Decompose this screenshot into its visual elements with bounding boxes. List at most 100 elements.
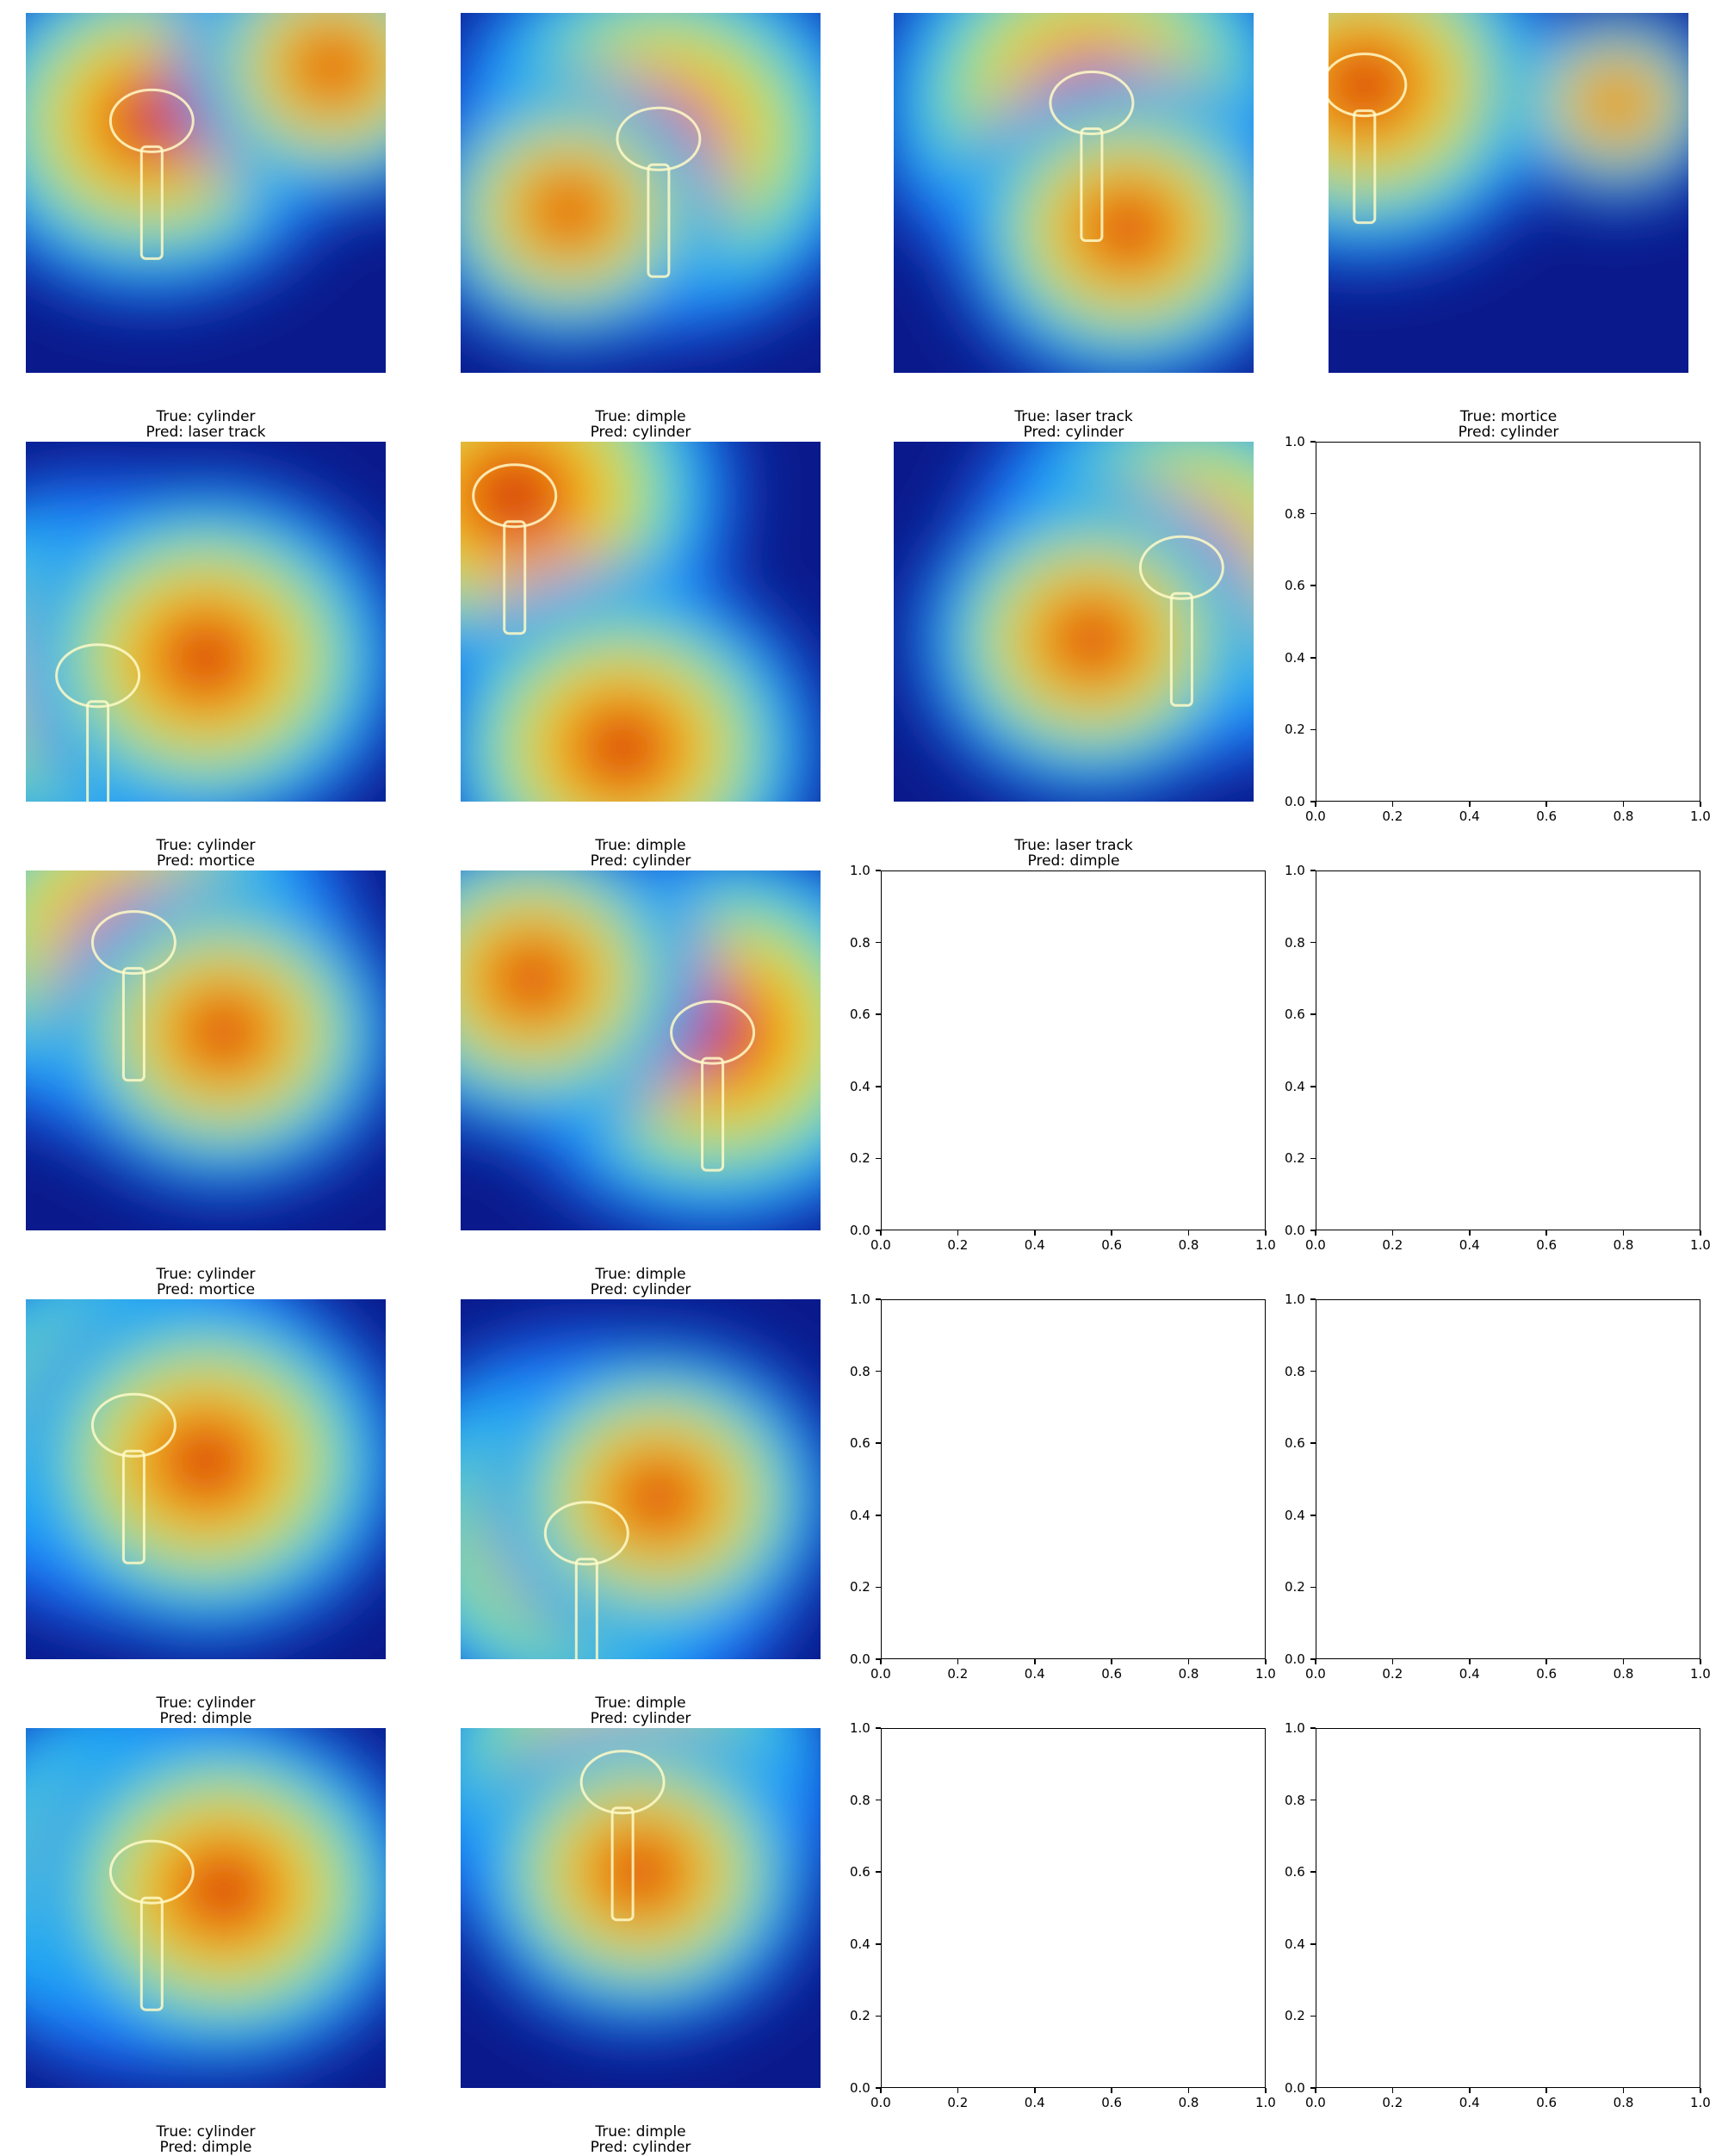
x-tick-mark <box>957 2088 959 2093</box>
heatmap-svg <box>26 13 386 373</box>
heatmap-image <box>26 870 386 1230</box>
y-tick-label: 1.0 <box>1285 863 1305 878</box>
key-outline <box>55 643 141 802</box>
heatmap-image <box>1329 13 1688 373</box>
heat-blob <box>181 1852 266 1929</box>
panel-caption: True: laser track Pred: cylinder <box>859 409 1288 440</box>
empty-axes <box>881 870 1266 1230</box>
y-tick-mark <box>1310 657 1316 659</box>
heatmap-svg <box>894 442 1254 802</box>
y-tick-label: 0.6 <box>1285 578 1305 594</box>
x-tick-label: 0.0 <box>1305 2095 1326 2110</box>
y-tick-mark <box>1310 1871 1316 1873</box>
y-tick-label: 0.8 <box>850 934 870 951</box>
panel-caption: True: mortice Pred: cylinder <box>1294 409 1722 440</box>
pred-label: Pred: mortice <box>156 852 256 870</box>
y-tick-label: 0.2 <box>1285 1579 1305 1595</box>
y-tick-mark <box>1310 1586 1316 1589</box>
heat-blob <box>1593 82 1640 124</box>
heat-blob <box>1090 195 1166 263</box>
x-tick-label: 1.0 <box>1690 2095 1711 2110</box>
y-tick-label: 0.4 <box>850 1936 870 1952</box>
heat-blob <box>1054 605 1130 674</box>
x-tick-label: 0.8 <box>1613 1666 1634 1682</box>
true-label: True: cylinder <box>156 1694 256 1712</box>
y-tick-mark <box>1310 1086 1316 1087</box>
heatmap-svg <box>26 1728 386 2088</box>
y-tick-mark <box>1310 728 1316 731</box>
x-tick-mark <box>1265 1230 1267 1236</box>
x-tick-mark <box>1111 1230 1112 1236</box>
x-tick-mark <box>1545 1230 1547 1236</box>
x-tick-mark <box>1700 1230 1701 1236</box>
y-tick-label: 0.8 <box>1285 1363 1305 1379</box>
y-tick-label: 0.0 <box>1285 1223 1305 1238</box>
y-tick-mark <box>1310 1370 1316 1372</box>
y-tick-label: 0.2 <box>1285 2008 1305 2024</box>
heat-blob <box>495 945 571 1013</box>
y-tick-label: 1.0 <box>1285 1292 1305 1307</box>
true-label: True: laser track <box>1014 408 1133 425</box>
key-outline <box>543 1501 629 1659</box>
x-tick-mark <box>1622 1230 1625 1236</box>
y-tick-label: 0.2 <box>850 1579 870 1595</box>
x-tick-label: 0.4 <box>1024 2095 1045 2110</box>
y-tick-mark <box>1310 2087 1316 2089</box>
pred-label: Pred: laser track <box>146 424 266 441</box>
y-tick-mark <box>1310 1799 1316 1801</box>
heatmap-image <box>461 13 821 373</box>
empty-axes <box>1316 1299 1700 1659</box>
heat-blob <box>603 1838 678 1906</box>
y-tick-mark <box>1310 1658 1316 1660</box>
true-label: True: cylinder <box>156 2123 256 2141</box>
heatmap-image <box>461 1728 821 2088</box>
x-tick-mark <box>1545 2088 1547 2093</box>
panel-caption: True: dimple Pred: cylinder <box>426 409 855 440</box>
pred-label: Pred: cylinder <box>1023 424 1124 441</box>
x-tick-mark <box>1469 802 1471 807</box>
y-tick-label: 0.6 <box>850 1007 870 1023</box>
y-tick-mark <box>876 1799 881 1801</box>
key-outline <box>579 1750 666 1922</box>
heatmap-image <box>461 870 821 1230</box>
x-tick-label: 0.6 <box>1101 1666 1123 1682</box>
x-tick-label: 0.6 <box>1101 2095 1123 2110</box>
x-tick-mark <box>1469 2088 1471 2093</box>
heat-blob <box>621 1463 697 1532</box>
empty-axes <box>881 1299 1266 1659</box>
y-tick-mark <box>1310 2015 1316 2017</box>
x-tick-mark <box>957 1230 959 1236</box>
key-outline <box>1329 53 1408 225</box>
x-tick-label: 0.8 <box>1613 808 1634 824</box>
heatmap-image <box>26 13 386 373</box>
y-tick-label: 0.8 <box>1285 934 1305 951</box>
x-tick-mark <box>1469 1659 1471 1664</box>
x-tick-mark <box>1034 1659 1036 1664</box>
y-tick-label: 0.6 <box>1285 1435 1305 1452</box>
panel-caption: True: dimple Pred: cylinder <box>426 1267 855 1298</box>
y-tick-mark <box>876 1658 881 1660</box>
key-outline <box>90 910 177 1082</box>
empty-axes <box>1316 442 1700 802</box>
y-tick-mark <box>1310 870 1316 871</box>
x-tick-label: 0.4 <box>1024 1666 1045 1682</box>
y-tick-label: 1.0 <box>850 1292 870 1307</box>
x-tick-label: 1.0 <box>1690 1666 1711 1682</box>
y-tick-label: 0.2 <box>850 1150 870 1167</box>
x-tick-label: 0.4 <box>1024 1237 1045 1253</box>
empty-axes <box>1316 870 1700 1230</box>
x-tick-label: 0.4 <box>1459 2095 1480 2110</box>
x-tick-mark <box>1187 1659 1190 1664</box>
heatmap-svg <box>461 442 821 802</box>
y-tick-mark <box>1310 1157 1316 1160</box>
x-tick-mark <box>880 1659 882 1664</box>
heatmap-image <box>894 442 1254 802</box>
x-tick-label: 0.2 <box>1382 1237 1403 1253</box>
x-tick-label: 0.4 <box>1459 1237 1480 1253</box>
x-tick-mark <box>1315 1230 1316 1236</box>
pred-label: Pred: cylinder <box>590 1710 691 1727</box>
heat-blob <box>109 83 195 159</box>
y-tick-label: 0.4 <box>850 1507 870 1523</box>
heatmap-svg <box>26 1299 386 1659</box>
x-tick-mark <box>1622 802 1625 807</box>
